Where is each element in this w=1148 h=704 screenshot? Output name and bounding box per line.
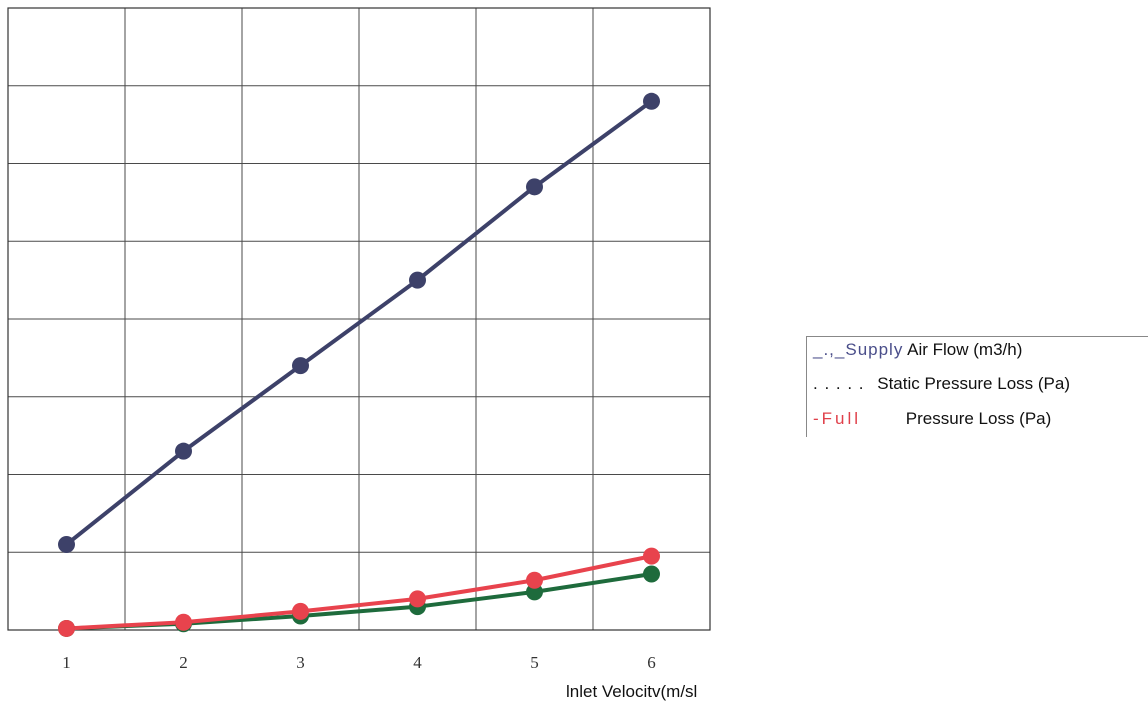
- legend-marker: _.,_Supply: [813, 340, 904, 359]
- legend-label: Static Pressure Loss (Pa): [877, 374, 1070, 393]
- legend-item-static-pressure-loss: . . . . . Static Pressure Loss (Pa): [813, 374, 1070, 394]
- data-point: [643, 565, 660, 583]
- chart-series-points: [58, 92, 660, 637]
- x-tick-label: 4: [413, 653, 422, 672]
- legend-label: Pressure Loss (Pa): [905, 409, 1052, 428]
- data-point: [643, 547, 660, 565]
- data-point: [58, 619, 75, 637]
- legend-item-supply-air-flow: _.,_Supply Air Flow (m3/h): [813, 340, 1022, 360]
- data-point: [526, 178, 543, 196]
- x-axis-tick-labels: 1 2 3 4 5 6: [62, 653, 656, 672]
- legend-marker: -Full: [813, 409, 862, 428]
- legend-label: Air Flow (m3/h): [907, 340, 1023, 359]
- x-tick-label: 3: [296, 653, 305, 672]
- data-point: [409, 271, 426, 289]
- data-point: [526, 583, 543, 601]
- data-point: [409, 590, 426, 608]
- x-axis-title: lnlet Velocitv(m/sl: [566, 682, 697, 701]
- series-line-0: [65, 99, 653, 547]
- series-line-2: [66, 554, 652, 631]
- data-point: [58, 535, 75, 553]
- chart-grid: [7, 7, 711, 631]
- data-point: [643, 92, 660, 110]
- data-point: [526, 571, 543, 589]
- data-point: [292, 357, 309, 375]
- chart-series-lines: [65, 99, 653, 631]
- x-tick-label: 6: [647, 653, 656, 672]
- plot-frame: [7, 7, 711, 631]
- data-point: [175, 613, 192, 631]
- data-point: [175, 442, 192, 460]
- legend-item-full-pressure-loss: -Full Pressure Loss (Pa): [813, 409, 1051, 429]
- data-point: [292, 602, 309, 620]
- x-tick-label: 5: [530, 653, 539, 672]
- x-tick-label: 1: [62, 653, 71, 672]
- legend-marker: . . . . .: [813, 374, 865, 393]
- chart-legend: _.,_Supply Air Flow (m3/h) . . . . . Sta…: [806, 336, 1148, 437]
- x-tick-label: 2: [179, 653, 188, 672]
